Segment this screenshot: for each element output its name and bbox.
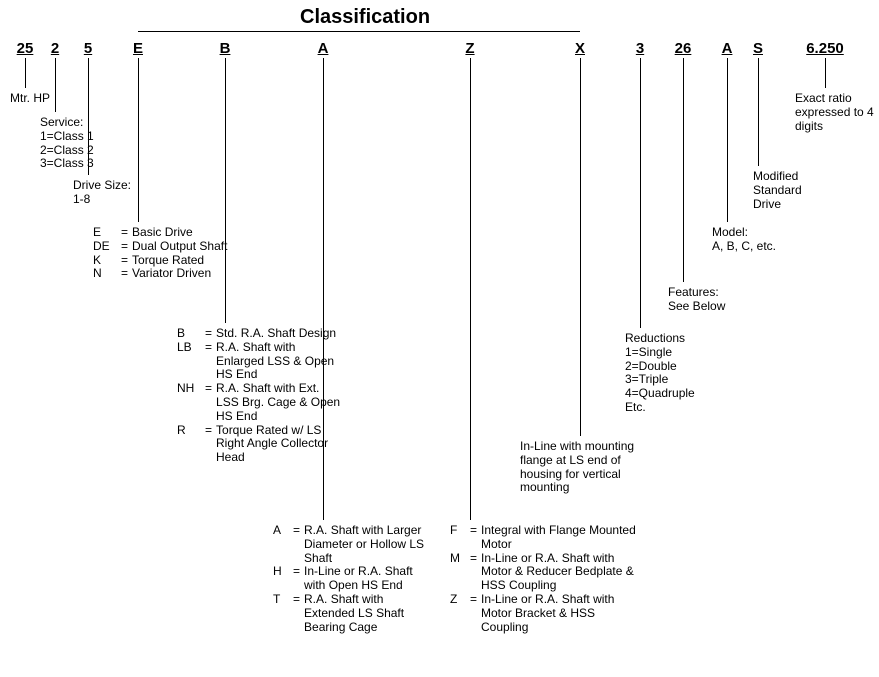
code-c13: 6.250 — [785, 40, 865, 57]
vline-c8 — [580, 58, 581, 436]
page-title: Classification — [300, 6, 430, 29]
vline-c12 — [758, 58, 759, 166]
kvtable-c5: B=Std. R.A. Shaft DesignLB=R.A. Shaft wi… — [177, 327, 343, 465]
label-c8: In-Line with mounting flange at LS end o… — [520, 440, 634, 495]
label-c11: Model: A, B, C, etc. — [712, 226, 776, 254]
vline-c9 — [640, 58, 641, 328]
label-c1: Mtr. HP — [10, 92, 50, 106]
vline-c1 — [25, 58, 26, 88]
label-c9: Reductions 1=Single 2=Double 3=Triple 4=… — [625, 332, 695, 415]
code-c6: A — [283, 40, 363, 57]
kvtable-c7: F=Integral with Flange Mounted MotorM=In… — [450, 524, 643, 634]
vline-c4 — [138, 58, 139, 222]
vline-c5 — [225, 58, 226, 323]
code-c5: B — [185, 40, 265, 57]
code-c4: E — [98, 40, 178, 57]
label-c13: Exact ratio expressed to 4 digits — [795, 92, 874, 133]
label-c2: Service: 1=Class 1 2=Class 2 3=Class 3 — [40, 116, 94, 171]
label-c3: Drive Size: 1-8 — [73, 179, 131, 207]
label-c12: Modified Standard Drive — [753, 170, 802, 211]
label-c10: Features: See Below — [668, 286, 725, 314]
kvtable-c4: E=Basic DriveDE=Dual Output ShaftK=Torqu… — [93, 226, 229, 281]
vline-c13 — [825, 58, 826, 88]
code-c7: Z — [430, 40, 510, 57]
vline-c11 — [727, 58, 728, 222]
vline-c7 — [470, 58, 471, 520]
kvtable-c6: A=R.A. Shaft with Larger Diameter or Hol… — [273, 524, 436, 634]
title-rule — [138, 31, 580, 32]
vline-c10 — [683, 58, 684, 282]
vline-c2 — [55, 58, 56, 112]
